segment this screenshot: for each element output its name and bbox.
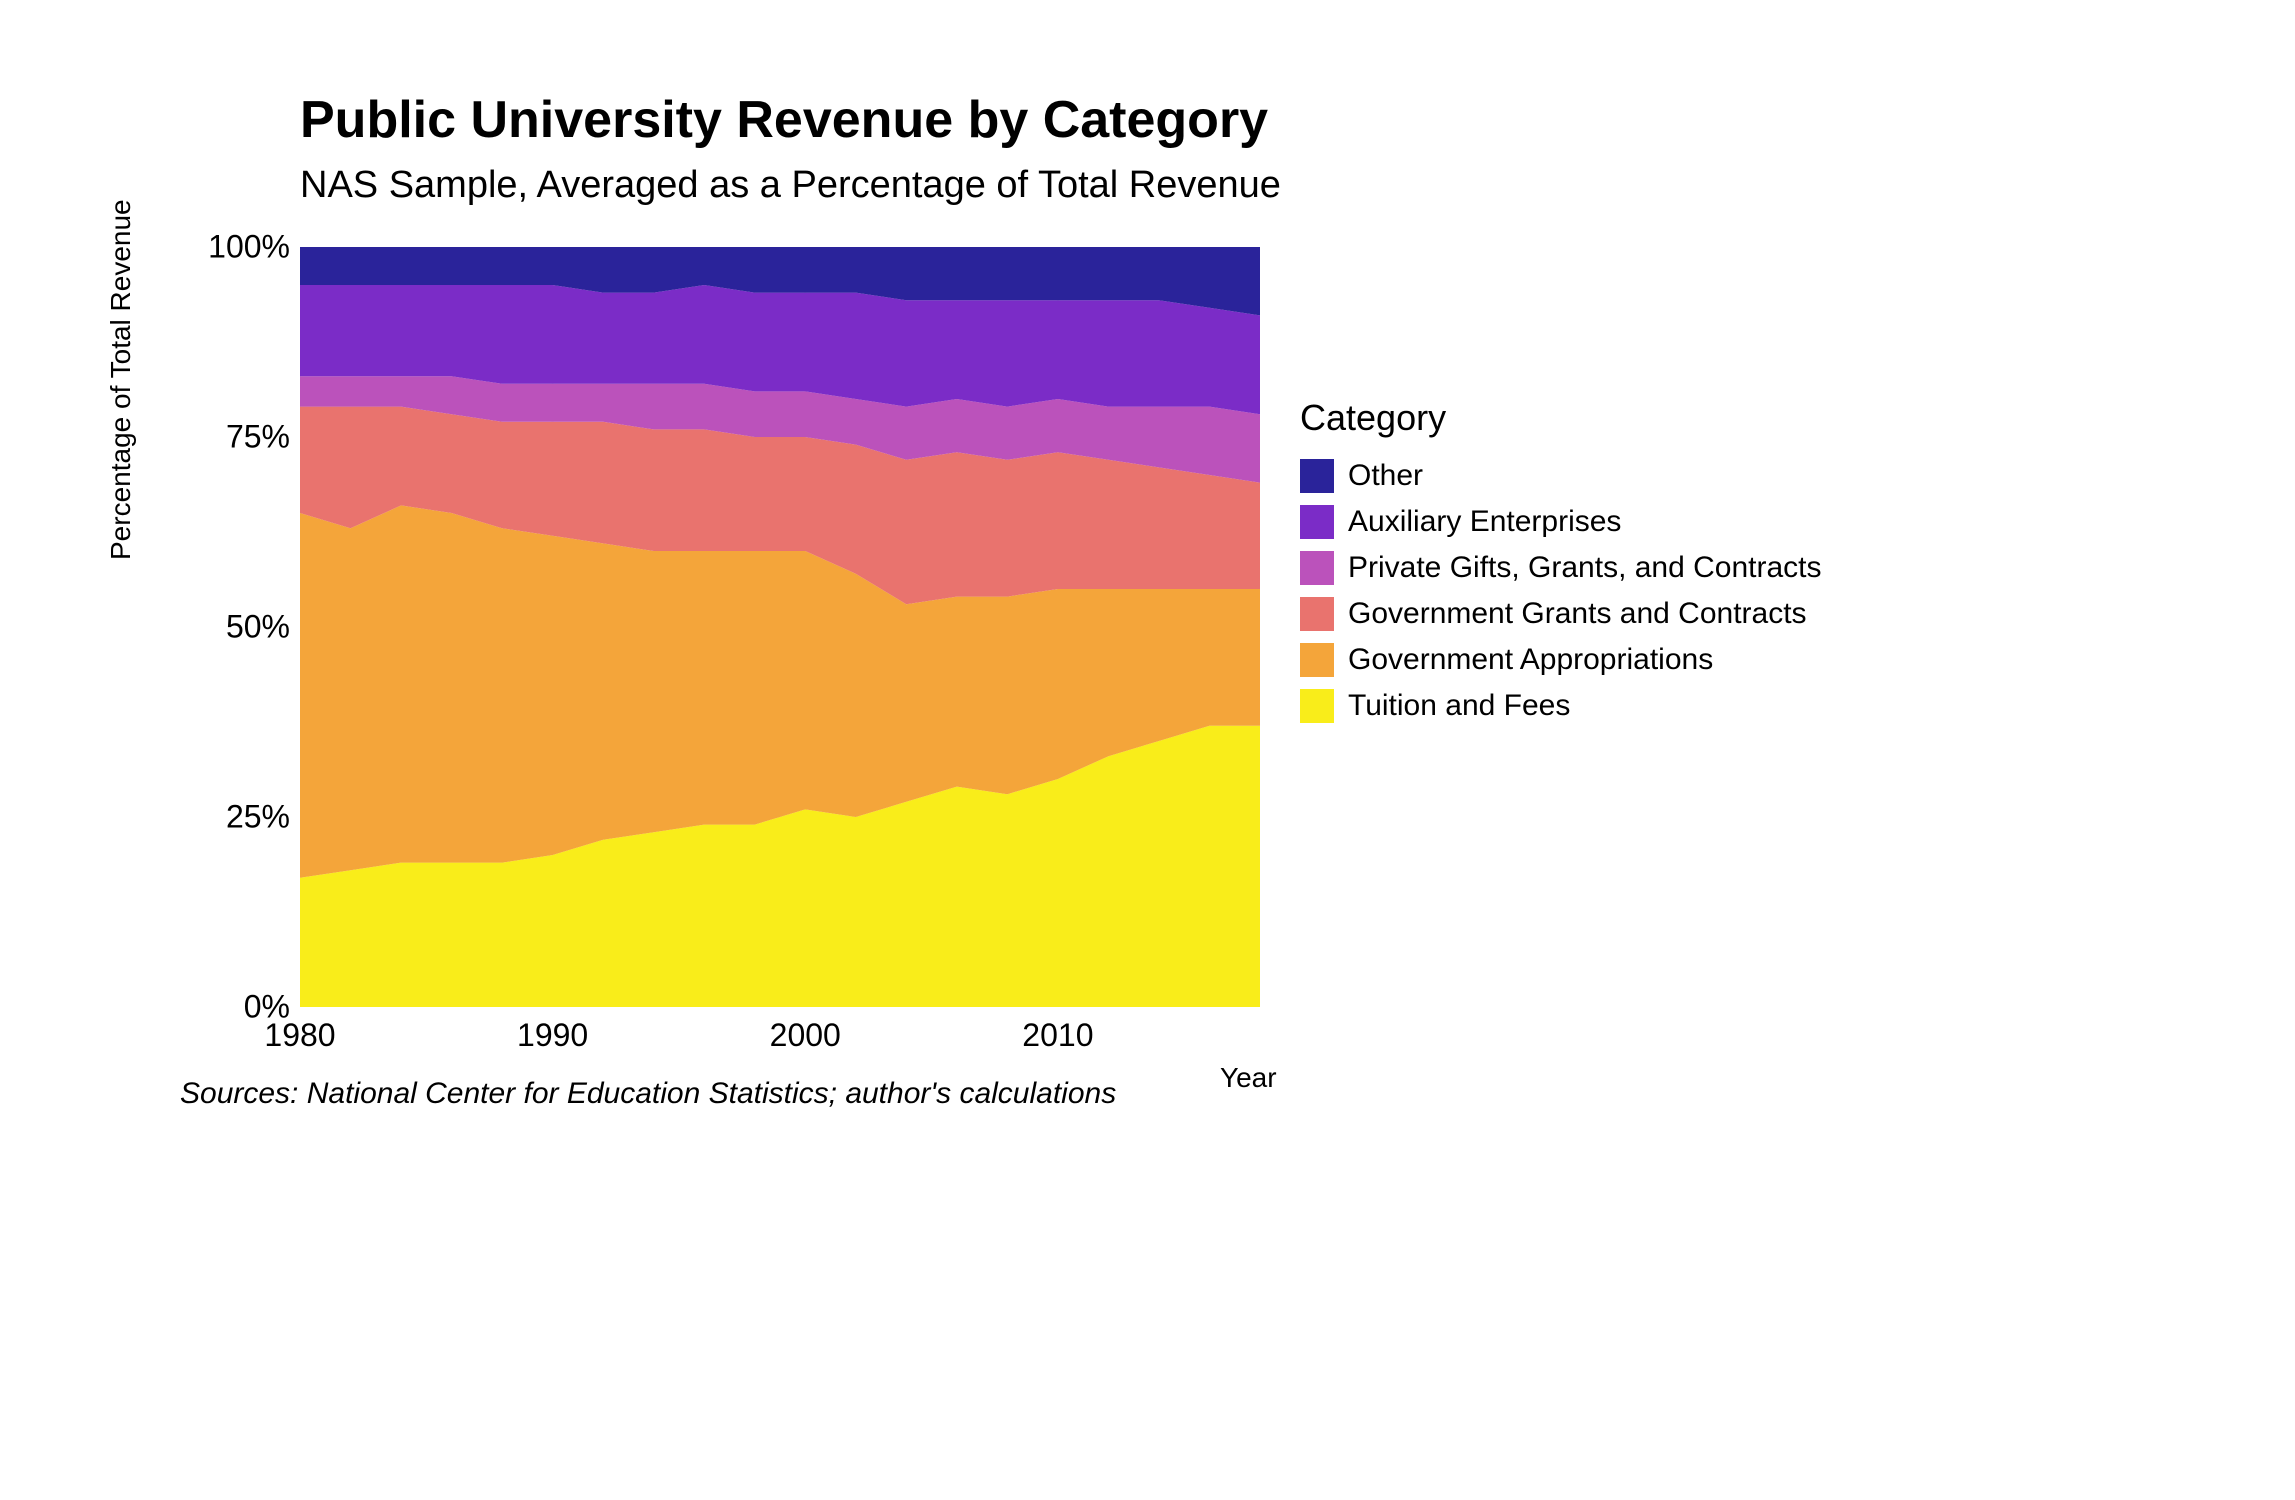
legend-items: Other Auxiliary Enterprises Private Gifts,… <box>1300 459 1822 723</box>
stacked-area-svg <box>300 247 1260 1007</box>
legend-swatch <box>1300 459 1334 493</box>
legend: Category Other Auxiliary Enterprises Priva… <box>1300 397 1822 735</box>
y-axis-label: Percentage of Total Revenue <box>105 199 137 560</box>
x-tick-label: 2000 <box>770 1017 841 1054</box>
legend-item-other: Other <box>1300 459 1822 493</box>
y-tick-label: 75% <box>226 419 290 456</box>
x-tick-label: 1980 <box>264 1017 335 1054</box>
legend-item-government_grants_and_contracts: Government Grants and Contracts <box>1300 597 1822 631</box>
legend-item-private_gifts_grants_contracts: Private Gifts, Grants, and Contracts <box>1300 551 1822 585</box>
chart-canvas: 0%25%50%75%100%1980199020002010 <box>300 247 1260 1007</box>
chart-subtitle: NAS Sample, Averaged as a Percentage of … <box>300 164 2235 207</box>
y-tick-label: 50% <box>226 609 290 646</box>
y-tick-label: 25% <box>226 799 290 836</box>
legend-label: Other <box>1348 459 1423 493</box>
chart-row: 0%25%50%75%100%1980199020002010 Category… <box>180 247 2235 1007</box>
legend-swatch <box>1300 597 1334 631</box>
x-tick-label: 2010 <box>1022 1017 1093 1054</box>
legend-label: Government Grants and Contracts <box>1348 597 1807 631</box>
legend-label: Government Appropriations <box>1348 643 1713 677</box>
x-axis-label: Year <box>1220 1062 1277 1094</box>
legend-label: Auxiliary Enterprises <box>1348 505 1621 539</box>
chart-title: Public University Revenue by Category <box>300 90 2235 150</box>
legend-item-auxiliary_enterprises: Auxiliary Enterprises <box>1300 505 1822 539</box>
legend-swatch <box>1300 689 1334 723</box>
legend-swatch <box>1300 643 1334 677</box>
legend-label: Tuition and Fees <box>1348 689 1570 723</box>
chart-caption: Sources: National Center for Education S… <box>180 1077 2235 1111</box>
y-tick-label: 100% <box>208 229 290 266</box>
legend-swatch <box>1300 551 1334 585</box>
legend-item-government_appropriations: Government Appropriations <box>1300 643 1822 677</box>
legend-item-tuition_and_fees: Tuition and Fees <box>1300 689 1822 723</box>
legend-title: Category <box>1300 397 1822 439</box>
legend-label: Private Gifts, Grants, and Contracts <box>1348 551 1822 585</box>
x-tick-label: 1990 <box>517 1017 588 1054</box>
page-root: Public University Revenue by Category NA… <box>0 0 2295 1500</box>
legend-swatch <box>1300 505 1334 539</box>
